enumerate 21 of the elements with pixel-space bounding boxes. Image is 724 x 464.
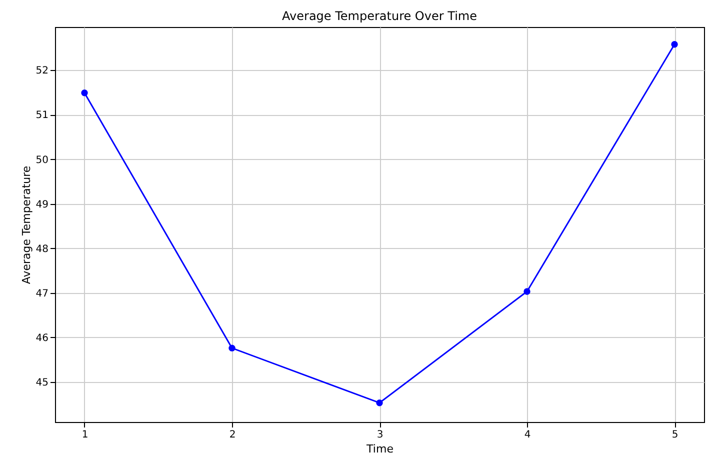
y-tick-label: 51 — [36, 110, 48, 122]
x-axis-title: Time — [366, 442, 394, 456]
y-axis-title: Average Temperature — [20, 166, 33, 284]
chart-title: Average Temperature Over Time — [282, 9, 477, 23]
x-tick-label: 4 — [524, 430, 531, 440]
y-tick-label: 52 — [36, 66, 48, 77]
x-tick-label: 5 — [672, 430, 678, 440]
x-tick-label: 1 — [82, 430, 88, 440]
point — [228, 344, 236, 352]
x-tick-label: 2 — [229, 430, 236, 440]
y-tick-label: 46 — [36, 332, 48, 344]
y-tick-label: 47 — [36, 288, 48, 300]
point — [81, 90, 88, 96]
y-tick-label: 50 — [36, 154, 48, 166]
y-tick-label: 49 — [36, 199, 48, 210]
point — [524, 288, 530, 295]
x-tick-label: 3 — [376, 430, 384, 440]
point — [376, 400, 383, 406]
y-tick-label: 45 — [36, 377, 48, 388]
point — [671, 41, 678, 48]
y-tick-label: 48 — [36, 244, 48, 255]
